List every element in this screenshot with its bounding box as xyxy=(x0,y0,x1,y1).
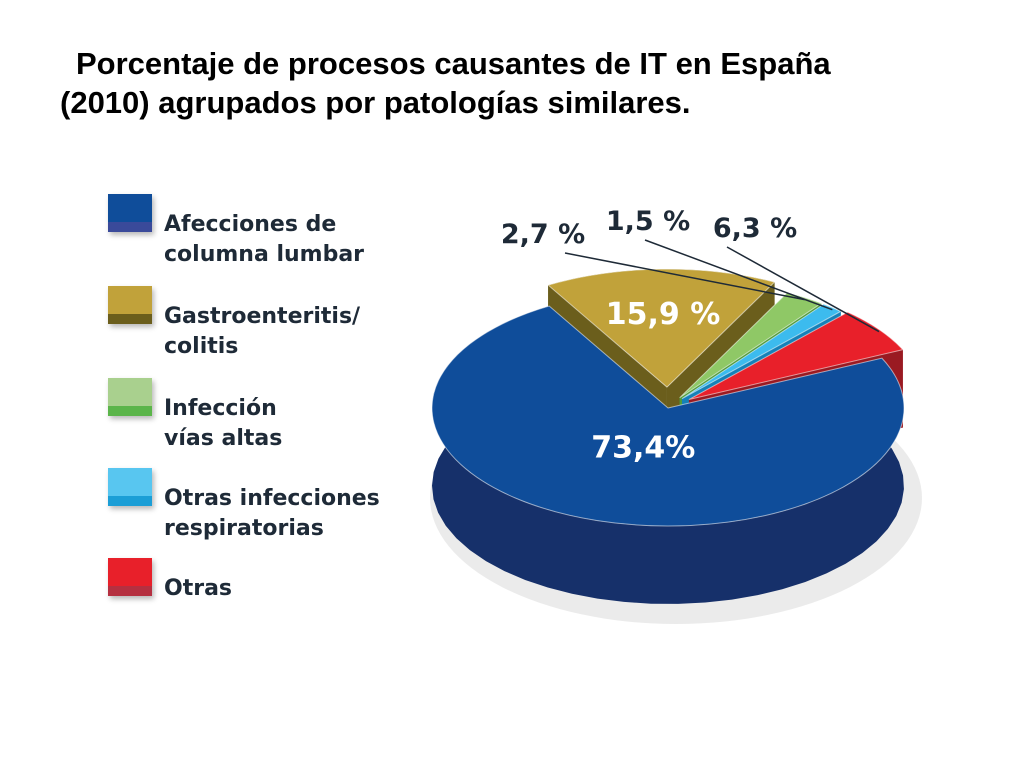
data-label-otras: 6,3 % xyxy=(713,213,797,244)
pie-slice-columna-lumbar xyxy=(431,305,905,527)
legend-label-otras: Otras xyxy=(164,576,233,601)
data-label-otras-infecciones: 1,5 % xyxy=(606,206,690,237)
leader-line-infeccion-vias-altas xyxy=(564,252,805,301)
legend-swatch-otras-infecciones xyxy=(108,468,152,506)
legend-swatch-gastroenteritis xyxy=(108,286,152,324)
legend-swatch-columna-lumbar xyxy=(108,194,152,232)
data-label-gastroenteritis: 15,9 % xyxy=(606,297,721,332)
legend-label-gastroenteritis: Gastroenteritis/ colitis xyxy=(164,304,361,359)
leader-line-otras xyxy=(726,246,880,333)
leader-line-otras-infecciones xyxy=(644,239,833,311)
pie-slice-gastroenteritis xyxy=(547,268,776,388)
legend-label-infeccion-vias-altas: Infección vías altas xyxy=(164,396,283,451)
data-label-infeccion-vias-altas: 2,7 % xyxy=(501,219,585,250)
legend-swatch-otras xyxy=(108,558,152,596)
chart-title: Porcentaje de procesos causantes de IT e… xyxy=(60,44,960,122)
chart-title-line-1: Porcentaje de procesos causantes de IT e… xyxy=(76,46,831,81)
legend-label-otras-infecciones: Otras infecciones respiratorias xyxy=(164,486,380,541)
legend-label-columna-lumbar: Afecciones de columna lumbar xyxy=(164,212,365,267)
pie-slice-otras-infecciones xyxy=(681,303,842,400)
legend-swatch-infeccion-vias-altas xyxy=(108,378,152,416)
pie-slice-otras xyxy=(688,311,904,401)
chart-title-line-2: (2010) agrupados por patologías similare… xyxy=(60,85,691,120)
data-label-columna-lumbar: 73,4% xyxy=(591,430,695,465)
